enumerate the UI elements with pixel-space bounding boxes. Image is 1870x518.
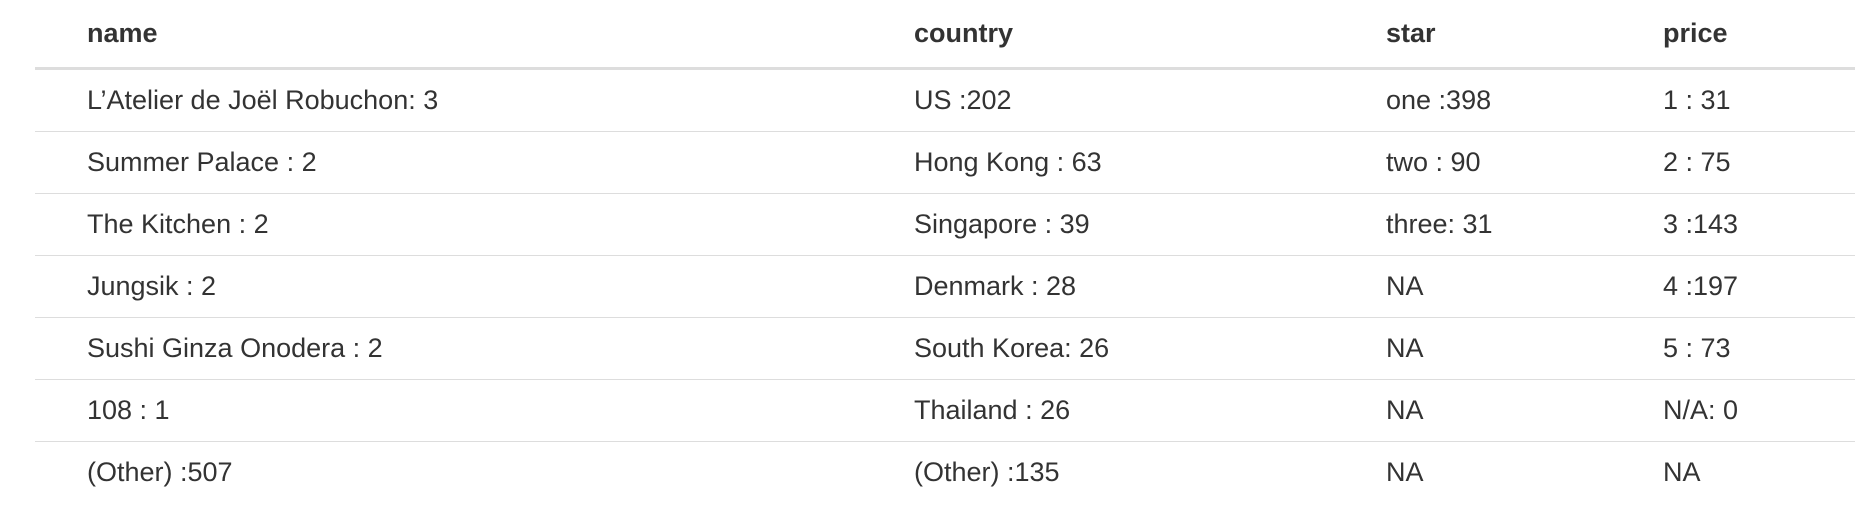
cell-star: one :398 [1386,85,1492,115]
cell-star: three: 31 [1386,193,1663,256]
header-row: name country star price [35,0,1855,70]
cell-star: NA [1386,441,1663,503]
cell-name: The Kitchen : 2 [35,193,914,256]
column-header-star: star [1386,0,1663,70]
cell-country: (Other) :135 [914,441,1386,503]
cell-star: two : 90 [1386,131,1663,194]
cell-name: (Other) :507 [35,441,914,503]
cell-name: Summer Palace : 2 [35,131,914,194]
cell-country: Singapore : 39 [914,193,1386,256]
table-row: Sushi Ginza Onodera : 2 South Korea: 26 … [35,317,1855,380]
cell-country: South Korea: 26 [914,317,1386,380]
cell-star: NA [1386,317,1663,380]
cell-price: 2 : 75 [1663,131,1855,194]
table-row: 108 : 1 Thailand : 26 NA N/A: 0 [35,379,1855,442]
cell-name: 108 : 1 [35,379,914,442]
cell-price: 4 :197 [1663,255,1855,318]
cell-price: NA [1663,441,1855,503]
column-header-name: name [35,0,914,70]
table-row: Jungsik : 2 Denmark : 28 NA 4 :197 [35,255,1855,318]
table-body: L’Atelier de Joël Robuchon: 3 US :202 on… [35,69,1855,503]
cell-name: Jungsik : 2 [35,255,914,318]
table-row: Summer Palace : 2 Hong Kong : 63 two : 9… [35,131,1855,194]
cell-country: Hong Kong : 63 [914,131,1386,194]
cell-country: Thailand : 26 [914,379,1386,442]
cell-country: US :202 [914,85,1012,115]
table-row: L’Atelier de Joël Robuchon: 3 US :202 on… [35,69,1855,132]
column-header-country: country [914,0,1386,70]
cell-name: Sushi Ginza Onodera : 2 [35,317,914,380]
cell-price: 3 :143 [1663,193,1855,256]
cell-price: 1 : 31 [1663,85,1731,115]
table-header: name country star price [35,0,1855,70]
column-header-price: price [1663,0,1855,70]
table-row: The Kitchen : 2 Singapore : 39 three: 31… [35,193,1855,256]
cell-star: NA [1386,379,1663,442]
summary-table: name country star price L’Atelier de Joë… [35,0,1855,503]
cell-star: NA [1386,255,1663,318]
cell-price: 5 : 73 [1663,317,1855,380]
cell-price: N/A: 0 [1663,379,1855,442]
cell-country: Denmark : 28 [914,255,1386,318]
cell-name: L’Atelier de Joël Robuchon: 3 [87,85,439,115]
table-row: (Other) :507 (Other) :135 NA NA [35,441,1855,503]
